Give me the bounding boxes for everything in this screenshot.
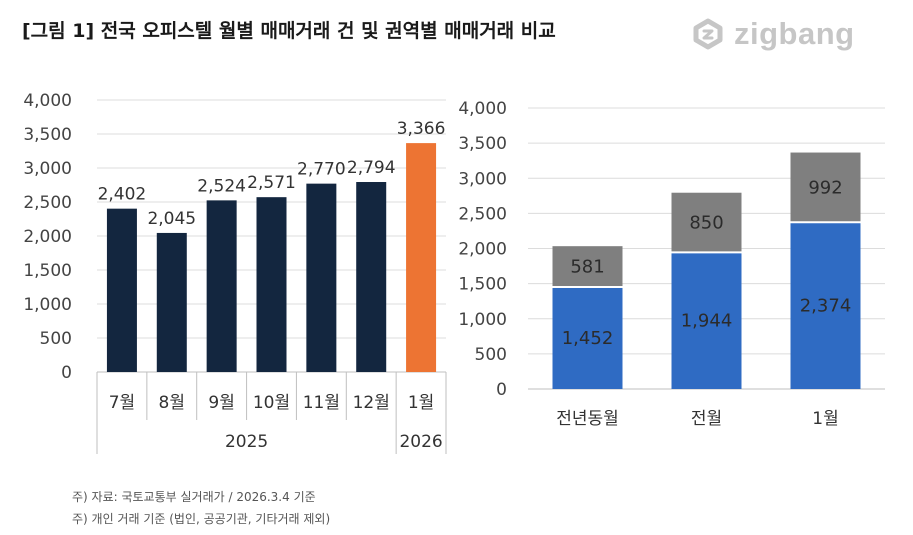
stacked-bar-segment — [790, 152, 861, 223]
segment-value-label: 581 — [570, 257, 604, 278]
x-tick-label: 9월 — [208, 393, 234, 413]
x-tick-label: 7월 — [109, 393, 135, 413]
bar-value-label: 2,045 — [147, 209, 196, 229]
y-tick-label: 1,000 — [458, 310, 507, 330]
y-tick-label: 500 — [475, 345, 507, 365]
stacked-bar-segment — [671, 192, 742, 253]
y-tick-label: 3,500 — [23, 125, 72, 145]
source-footnote: 주) 자료: 국토교통부 실거래가 / 2026.3.4 기준 — [72, 490, 316, 504]
stacked-bar-segment — [552, 246, 623, 287]
x-tick-label: 8월 — [159, 393, 185, 413]
x-group-label: 2026 — [399, 432, 442, 452]
bar-value-label: 2,402 — [98, 185, 147, 205]
y-tick-label: 0 — [61, 363, 72, 383]
bar-value-label: 3,366 — [397, 119, 446, 139]
x-tick-label: 전년동월 — [556, 409, 619, 429]
bar-value-label: 2,524 — [197, 176, 246, 196]
y-tick-label: 2,000 — [458, 240, 507, 260]
x-tick-label: 11월 — [303, 393, 340, 413]
stacked-bar-segment — [790, 222, 861, 389]
x-tick-label: 전월 — [691, 409, 722, 429]
criteria-footnote: 주) 개인 거래 기준 (법인, 공공기관, 기타거래 제외) — [72, 512, 331, 526]
bar — [406, 143, 437, 372]
stacked-bar-segment — [552, 286, 623, 389]
y-tick-label: 3,000 — [23, 159, 72, 179]
region-comparison-chart: 0 500 1,000 1,500 2,000 2,500 3,000 3,500 4,000 1… — [458, 99, 885, 429]
x-group-label: 2025 — [225, 432, 268, 452]
y-tick-label: 1,500 — [23, 261, 72, 281]
segment-value-label: 1,944 — [681, 311, 733, 332]
bar — [356, 182, 387, 372]
y-tick-label: 1,500 — [458, 275, 507, 295]
bar-value-label: 2,794 — [347, 158, 396, 178]
x-tick-label: 1월 — [812, 409, 838, 429]
y-tick-label: 500 — [40, 329, 72, 349]
y-tick-label: 2,500 — [23, 193, 72, 213]
zigbang-logo-text: zigbang — [734, 16, 855, 51]
stacked-bar-segment — [671, 252, 742, 389]
bar — [206, 200, 237, 372]
monthly-transactions-chart: 0 500 1,000 1,500 2,000 2,500 3,000 3,500 4,000 2… — [23, 91, 447, 454]
bar — [156, 232, 187, 372]
bar-value-label: 2,571 — [247, 173, 296, 193]
y-tick-label: 2,500 — [458, 204, 507, 224]
y-tick-label: 4,000 — [23, 91, 72, 111]
zigbang-logo: zigbang — [690, 14, 855, 54]
y-tick-label: 1,000 — [23, 295, 72, 315]
y-tick-label: 0 — [496, 380, 507, 400]
y-tick-label: 3,500 — [458, 134, 507, 154]
bar-value-label: 2,770 — [297, 160, 346, 180]
segment-value-label: 1,452 — [562, 328, 614, 349]
x-tick-label: 12월 — [353, 393, 390, 413]
segment-value-label: 2,374 — [800, 296, 852, 317]
bar — [106, 208, 137, 372]
y-tick-label: 4,000 — [458, 99, 507, 119]
segment-value-label: 850 — [689, 213, 723, 234]
segment-value-label: 992 — [808, 177, 842, 198]
zigbang-logo-icon — [693, 18, 723, 50]
y-tick-label: 3,000 — [458, 169, 507, 189]
x-tick-label: 10월 — [253, 393, 290, 413]
y-tick-label: 2,000 — [23, 227, 72, 247]
chart-title: [그림 1] 전국 오피스텔 월별 매매거래 건 및 권역별 매매거래 비교 — [22, 20, 556, 42]
bar — [256, 197, 287, 372]
bar — [306, 183, 337, 372]
x-tick-label: 1월 — [408, 393, 434, 413]
